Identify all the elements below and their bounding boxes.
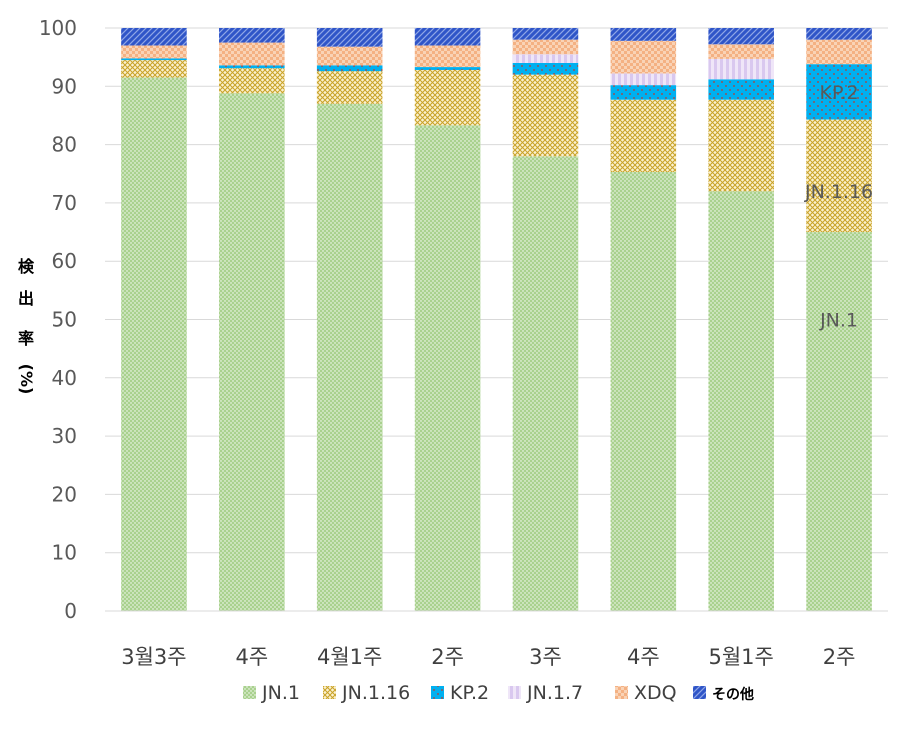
y-axis-title-part: (%) bbox=[17, 364, 36, 395]
y-tick-label: 10 bbox=[52, 541, 77, 565]
y-axis-title-part: 率 bbox=[18, 329, 34, 348]
y-tick-label: 60 bbox=[52, 249, 77, 273]
bar-segment-KP.2 bbox=[414, 67, 481, 70]
bar-segment-JN.1.16 bbox=[316, 71, 383, 104]
annotations: KP.2 JN.1.16 JN.1 bbox=[804, 82, 873, 331]
bar-segment-JN.1 bbox=[219, 93, 285, 611]
legend-swatch-KP.2 bbox=[431, 686, 444, 699]
legend-label: JN.1.16 bbox=[341, 682, 410, 704]
bar-segment-XDQ bbox=[414, 45, 481, 68]
bar-segment-その他 bbox=[512, 28, 579, 40]
bar-segment-JN.1.16 bbox=[512, 74, 579, 157]
bar-segment-その他 bbox=[806, 28, 872, 40]
bar-segment-その他 bbox=[610, 28, 677, 41]
bar-segment-JN.1.7 bbox=[610, 73, 677, 86]
bar-segment-XDQ bbox=[316, 46, 383, 66]
legend-label: JN.1.7 bbox=[526, 682, 583, 704]
bar-segment-JN.1.16 bbox=[708, 99, 774, 192]
y-tick-label: 80 bbox=[52, 133, 77, 157]
bar-segment-その他 bbox=[316, 28, 383, 47]
bar-segment-XDQ bbox=[219, 42, 285, 66]
bar-segment-JN.1.16 bbox=[219, 68, 285, 94]
data-label: JN.1 bbox=[819, 310, 858, 332]
bar-segment-JN.1 bbox=[610, 172, 677, 611]
y-axis-title-part: 検 bbox=[18, 257, 35, 276]
bar-segment-その他 bbox=[414, 28, 481, 46]
legend-swatch-XDQ bbox=[615, 686, 628, 699]
bar-segment-KP.2 bbox=[708, 79, 774, 100]
y-tick-label: 40 bbox=[52, 366, 77, 390]
x-tick-label: 3주 bbox=[529, 645, 562, 669]
bar-segment-その他 bbox=[219, 28, 285, 43]
bar-segment-KP.2 bbox=[512, 62, 579, 75]
bar-segment-XDQ bbox=[610, 40, 677, 74]
bar-segment-KP.2 bbox=[121, 58, 187, 61]
x-tick-label: 4주 bbox=[627, 645, 660, 669]
y-tick-label: 70 bbox=[52, 191, 77, 215]
bar-segment-XDQ bbox=[708, 44, 774, 59]
legend-label: JN.1 bbox=[261, 682, 300, 704]
bar-segment-JN.1 bbox=[414, 125, 481, 612]
x-tick-label: 2주 bbox=[431, 645, 464, 669]
bar-segment-その他 bbox=[121, 28, 187, 46]
bar-segment-JN.1 bbox=[121, 77, 187, 612]
bar-segment-XDQ bbox=[512, 39, 579, 55]
x-tick-label: 5월1주 bbox=[709, 645, 774, 669]
legend-swatch-その他 bbox=[693, 686, 706, 699]
x-tick-label: 4월1주 bbox=[317, 645, 382, 669]
bar-segment-JN.1.7 bbox=[512, 54, 579, 63]
x-tick-label: 2주 bbox=[823, 645, 856, 669]
x-tick-label: 4주 bbox=[235, 645, 268, 669]
bars bbox=[121, 28, 872, 612]
y-tick-label: 100 bbox=[39, 16, 77, 40]
y-tick-label: 90 bbox=[52, 74, 77, 98]
x-tick-label: 3월3주 bbox=[121, 645, 186, 669]
y-axis: 0 10 20 30 40 50 60 70 80 90 100 bbox=[39, 16, 77, 623]
y-tick-label: 30 bbox=[52, 424, 77, 448]
bar-segment-KP.2 bbox=[219, 65, 285, 69]
bar-segment-JN.1.16 bbox=[414, 69, 481, 126]
bar-segment-XDQ bbox=[121, 45, 187, 59]
x-axis: 3월3주 4주 4월1주 2주 3주 4주 5월1주 2주 bbox=[105, 610, 888, 669]
bar-segment-JN.1.16 bbox=[121, 60, 187, 78]
bar-segment-JN.1.16 bbox=[610, 99, 677, 173]
bar-segment-JN.1.16 bbox=[806, 119, 872, 233]
bar-segment-XDQ bbox=[806, 39, 872, 65]
bar-segment-KP.2 bbox=[610, 85, 677, 100]
y-tick-label: 50 bbox=[52, 308, 77, 332]
bar-segment-JN.1 bbox=[806, 232, 872, 612]
y-tick-label: 0 bbox=[64, 599, 77, 623]
legend-label: XDQ bbox=[634, 682, 677, 704]
data-label: KP.2 bbox=[820, 82, 859, 104]
y-tick-label: 20 bbox=[52, 482, 77, 506]
bar-segment-JN.1 bbox=[316, 103, 383, 611]
legend-swatch-JN.1.16 bbox=[323, 686, 336, 699]
legend-swatch-JN.1 bbox=[243, 686, 256, 699]
bar-segment-JN.1 bbox=[708, 191, 774, 612]
data-label: JN.1.16 bbox=[804, 181, 873, 203]
bar-segment-JN.1 bbox=[512, 156, 579, 611]
bar-segment-JN.1.7 bbox=[708, 58, 774, 80]
y-axis-title: 検出率 (%) bbox=[17, 257, 36, 394]
y-axis-title-part: 出 bbox=[18, 289, 34, 308]
legend-swatch-JN.1.7 bbox=[508, 686, 521, 699]
bar-segment-KP.2 bbox=[316, 65, 383, 72]
bar-segment-KP.2 bbox=[806, 64, 872, 120]
legend: JN.1 JN.1.16 KP.2 JN.1.7 XDQ その他 bbox=[243, 682, 754, 704]
legend-label: KP.2 bbox=[450, 682, 489, 704]
bar-segment-その他 bbox=[708, 28, 774, 45]
legend-label: その他 bbox=[712, 686, 754, 703]
